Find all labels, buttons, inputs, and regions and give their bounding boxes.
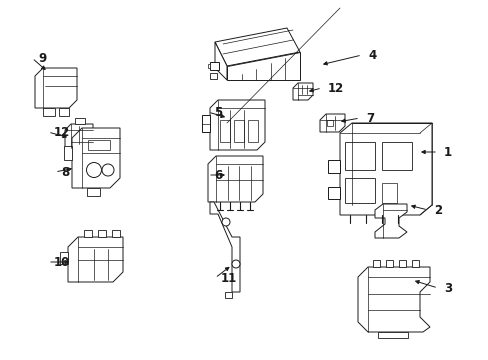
Text: 12: 12 bbox=[54, 126, 70, 139]
Text: 9: 9 bbox=[38, 51, 46, 64]
Circle shape bbox=[222, 218, 229, 226]
Polygon shape bbox=[339, 123, 431, 215]
Polygon shape bbox=[327, 160, 339, 173]
Polygon shape bbox=[84, 230, 92, 237]
Polygon shape bbox=[215, 28, 299, 66]
Text: 5: 5 bbox=[214, 105, 222, 118]
Text: 1: 1 bbox=[443, 145, 451, 158]
Polygon shape bbox=[215, 42, 226, 80]
Polygon shape bbox=[234, 120, 244, 142]
Text: 8: 8 bbox=[61, 166, 69, 179]
Polygon shape bbox=[292, 83, 312, 100]
Polygon shape bbox=[345, 178, 374, 203]
Polygon shape bbox=[220, 120, 229, 142]
Polygon shape bbox=[209, 202, 240, 292]
Polygon shape bbox=[385, 260, 392, 267]
Polygon shape bbox=[377, 332, 407, 338]
Polygon shape bbox=[35, 68, 77, 108]
Circle shape bbox=[231, 260, 240, 268]
Polygon shape bbox=[226, 52, 299, 80]
Polygon shape bbox=[43, 108, 55, 116]
Polygon shape bbox=[372, 260, 379, 267]
Polygon shape bbox=[72, 128, 120, 188]
Polygon shape bbox=[65, 124, 93, 148]
Text: 3: 3 bbox=[443, 282, 451, 294]
Polygon shape bbox=[98, 230, 106, 237]
Polygon shape bbox=[209, 73, 217, 79]
Polygon shape bbox=[207, 156, 263, 202]
Polygon shape bbox=[207, 64, 209, 68]
Polygon shape bbox=[224, 292, 231, 298]
Polygon shape bbox=[357, 267, 429, 332]
Polygon shape bbox=[75, 118, 85, 124]
Text: 2: 2 bbox=[433, 203, 441, 216]
Polygon shape bbox=[68, 237, 123, 282]
Text: 12: 12 bbox=[327, 81, 344, 94]
Polygon shape bbox=[209, 62, 219, 70]
Polygon shape bbox=[398, 260, 405, 267]
Polygon shape bbox=[345, 142, 374, 170]
Circle shape bbox=[102, 164, 114, 176]
Polygon shape bbox=[411, 260, 418, 267]
Text: 7: 7 bbox=[365, 112, 373, 125]
Text: 4: 4 bbox=[367, 49, 375, 62]
Polygon shape bbox=[327, 187, 339, 199]
Polygon shape bbox=[87, 188, 100, 196]
Text: 6: 6 bbox=[214, 168, 222, 181]
Polygon shape bbox=[112, 230, 120, 237]
Polygon shape bbox=[209, 100, 264, 150]
Polygon shape bbox=[60, 252, 68, 264]
Circle shape bbox=[86, 162, 102, 177]
Polygon shape bbox=[247, 120, 258, 142]
Polygon shape bbox=[202, 115, 209, 132]
Polygon shape bbox=[64, 146, 72, 160]
Polygon shape bbox=[88, 140, 110, 150]
Text: 11: 11 bbox=[221, 271, 237, 284]
Polygon shape bbox=[326, 120, 332, 126]
Polygon shape bbox=[374, 204, 406, 238]
Polygon shape bbox=[381, 142, 411, 170]
Text: 10: 10 bbox=[54, 256, 70, 269]
Polygon shape bbox=[319, 114, 345, 132]
Polygon shape bbox=[381, 183, 396, 203]
Polygon shape bbox=[59, 108, 69, 116]
